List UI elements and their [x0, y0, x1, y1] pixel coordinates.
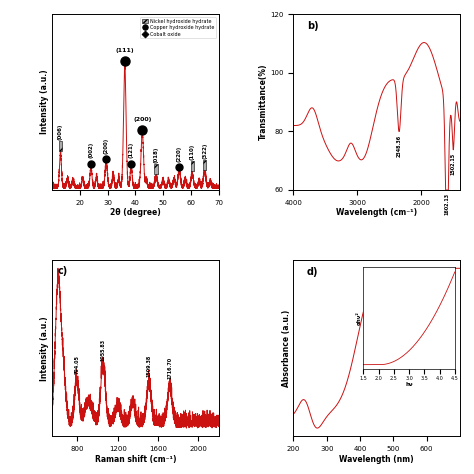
Bar	[203, 160, 206, 170]
Y-axis label: Transmittance(%): Transmittance(%)	[258, 64, 267, 140]
Text: (220): (220)	[177, 146, 182, 162]
Text: (002): (002)	[89, 142, 93, 158]
Text: (018): (018)	[154, 146, 159, 163]
Legend: Nickel hydroxide hydrate, Copper hydroxide hydrate, Cobalt oxide: Nickel hydroxide hydrate, Copper hydroxi…	[140, 17, 216, 38]
Text: 1509.38: 1509.38	[146, 355, 151, 377]
Text: d): d)	[307, 267, 318, 277]
X-axis label: Wavelength (cm⁻¹): Wavelength (cm⁻¹)	[336, 209, 417, 218]
Y-axis label: Intensity (a.u.): Intensity (a.u.)	[40, 316, 49, 381]
Text: 1716.70: 1716.70	[167, 357, 172, 379]
Bar	[155, 164, 158, 174]
Text: (200): (200)	[104, 137, 109, 154]
Text: 794.05: 794.05	[74, 355, 79, 374]
Text: 1502.15: 1502.15	[451, 153, 456, 175]
Text: 1055.83: 1055.83	[100, 338, 106, 361]
Y-axis label: Absorbance (a.u.): Absorbance (a.u.)	[282, 310, 291, 387]
Text: c): c)	[57, 265, 67, 275]
Text: (111): (111)	[116, 48, 134, 53]
Text: b): b)	[307, 21, 319, 31]
X-axis label: Raman shift (cm⁻¹): Raman shift (cm⁻¹)	[95, 455, 176, 464]
Bar	[59, 141, 62, 151]
X-axis label: 2θ (degree): 2θ (degree)	[110, 209, 161, 218]
Text: (322): (322)	[202, 143, 207, 159]
Bar	[191, 161, 194, 171]
Text: (006): (006)	[58, 123, 63, 140]
Text: (110): (110)	[190, 144, 195, 160]
Text: 1602.13: 1602.13	[444, 193, 449, 215]
Text: (200): (200)	[133, 117, 152, 122]
Text: 2348.36: 2348.36	[397, 135, 401, 156]
Text: (121): (121)	[128, 142, 134, 158]
X-axis label: Wavelength (nm): Wavelength (nm)	[339, 455, 414, 464]
Y-axis label: Intensity (a.u.): Intensity (a.u.)	[40, 70, 49, 135]
